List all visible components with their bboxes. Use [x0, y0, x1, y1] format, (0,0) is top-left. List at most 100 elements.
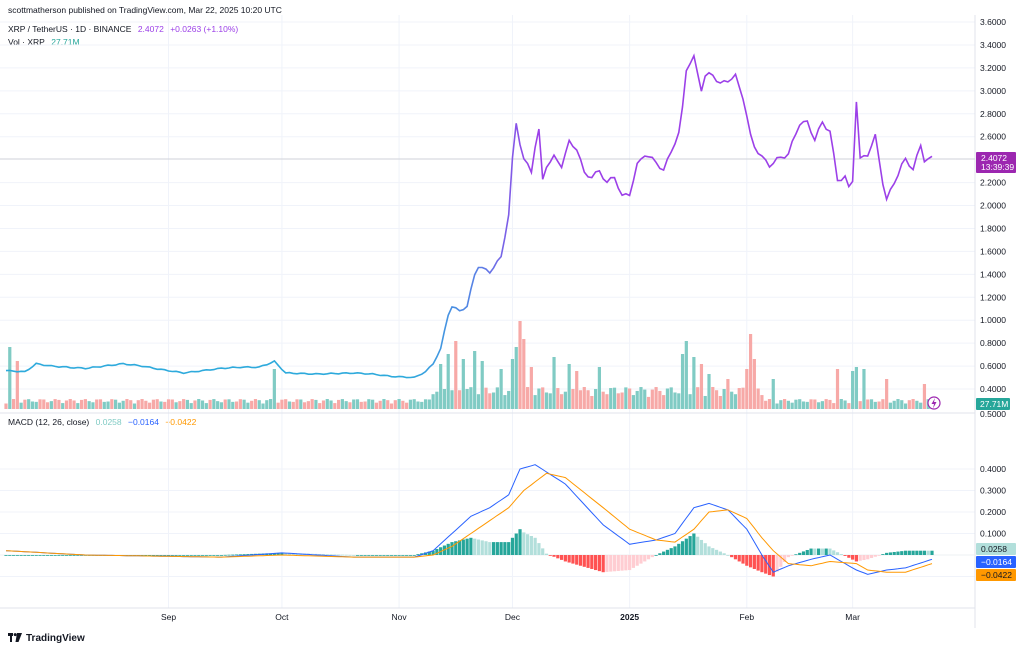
macd-hist-bar [563, 555, 567, 562]
footer-brand-text: TradingView [26, 633, 85, 644]
signal-line[interactable] [5, 472, 933, 573]
macd-hist-bar [15, 555, 19, 556]
volume-bar [669, 387, 673, 409]
macd-hist-bar [163, 555, 167, 556]
volume-bar [87, 401, 91, 409]
volume-bar [741, 387, 745, 409]
chart-canvas[interactable]: 3.6000 3.4000 3.2000 3.0000 2.8000 2.6000 2.20… [0, 0, 1024, 628]
grid-lines [0, 15, 975, 608]
footer-brand[interactable]: TradingView [8, 633, 85, 644]
volume-bar [722, 389, 726, 409]
macd-hist-bar [197, 555, 201, 556]
macd-hist-bar [212, 555, 216, 556]
macd-hist-bar [284, 552, 288, 555]
volume-bar [216, 401, 220, 409]
volume-bar [499, 369, 503, 409]
volume-bar [911, 399, 915, 409]
macd-hist-bar [238, 554, 242, 556]
macd-hist-bar [665, 549, 670, 555]
volume-bar [820, 401, 824, 409]
volume-bar [556, 388, 560, 409]
macd-label[interactable]: MACD (12, 26, close) [8, 417, 90, 427]
macd-hist-bar [525, 534, 530, 555]
macd-hist-bar [881, 554, 885, 555]
volume-bar [291, 401, 295, 409]
volume-bar [869, 399, 874, 409]
volume-bar [306, 401, 310, 409]
volume-bar [321, 400, 326, 409]
volume-bar [333, 403, 337, 409]
volume-bar [586, 390, 590, 409]
macd-hist-bar [926, 550, 930, 555]
price-tick-label: 1.6000 [980, 246, 1006, 256]
macd-hist-bar [828, 548, 832, 555]
macd-hist-bar [699, 539, 704, 555]
lightning-icon[interactable] [927, 396, 941, 410]
price-tick-label: 2.2000 [980, 178, 1006, 188]
volume-bar [268, 399, 273, 409]
macd-hist-bar [321, 554, 326, 555]
macd-hist-bar [325, 554, 329, 556]
volume-bar [624, 387, 628, 409]
volume-bar [49, 401, 53, 409]
volume-bar [439, 364, 443, 409]
volume-bar [393, 400, 397, 409]
macd-hist-bar [480, 540, 484, 555]
volume-bar [473, 351, 477, 409]
macd-hist-bar [654, 555, 658, 556]
macd-line[interactable] [5, 464, 933, 575]
macd-hist-bar [416, 554, 420, 555]
volume-bar [907, 400, 911, 409]
macd-hist-bar [61, 555, 65, 556]
macd-hist-bar [915, 550, 919, 555]
macd-hist-bar [408, 555, 413, 556]
macd-hist-bar [643, 555, 647, 562]
macd-hist-value: 0.0258 [95, 417, 122, 427]
volume-bar [45, 402, 50, 409]
macd-hist-bar [635, 555, 639, 566]
macd-hist-badge: 0.0258 [976, 543, 1016, 555]
macd-hist-bar [631, 555, 636, 568]
macd-hist-bar [522, 532, 526, 555]
volume-bar [8, 347, 12, 409]
volume-bar [790, 402, 794, 409]
volume-bar [121, 400, 125, 409]
macd-hist-bar [68, 555, 72, 556]
time-axis[interactable]: Sep Oct Nov Dec 2025 Feb Mar [161, 612, 860, 622]
symbol-name[interactable]: XRP / TetherUS · 1D · BINANCE [8, 24, 132, 34]
macd-hist-bar [646, 555, 651, 560]
macd-hist-bar [673, 546, 677, 555]
macd-hist-bar [813, 548, 817, 555]
volume-bar [329, 400, 333, 409]
macd-hist-bar [605, 555, 609, 572]
symbol-legend[interactable]: XRP / TetherUS · 1D · BINANCE 2.4072 +0.… [8, 24, 242, 34]
volume-bar [794, 399, 798, 409]
price-axis[interactable]: 3.6000 3.4000 3.2000 3.0000 2.8000 2.6000 2.20… [980, 17, 1006, 394]
macd-legend[interactable]: MACD (12, 26, close) 0.0258 −0.0164 −0.0… [8, 417, 200, 427]
macd-hist-bar [499, 542, 503, 555]
volume-bar [91, 402, 95, 409]
volume-bar [544, 392, 549, 409]
macd-hist-bar [756, 555, 760, 571]
macd-hist-bar [148, 555, 152, 556]
macd-hist-bar [72, 555, 76, 556]
macd-hist-bar [560, 555, 564, 560]
price-tick-label: 1.4000 [980, 269, 1006, 279]
macd-hist-bar [397, 555, 401, 556]
macd-hist-bar [337, 554, 341, 556]
volume-bar [461, 359, 465, 409]
macd-hist-bar [597, 555, 601, 572]
volume-bar [541, 387, 545, 409]
volume-bar [68, 399, 72, 409]
macd-hist-bar [624, 555, 628, 571]
macd-hist-bar [363, 555, 367, 556]
volume-bar [223, 399, 227, 409]
volume-legend[interactable]: Vol · XRP 27.71M [8, 37, 84, 47]
macd-hist-bar [877, 555, 881, 556]
price-line[interactable] [5, 53, 933, 379]
macd-hist-bar [378, 555, 382, 556]
volume-label[interactable]: Vol · XRP [8, 37, 45, 47]
macd-hist-bar [533, 537, 537, 555]
macd-hist-bar [790, 555, 794, 556]
macd-hist-bar [446, 543, 450, 555]
